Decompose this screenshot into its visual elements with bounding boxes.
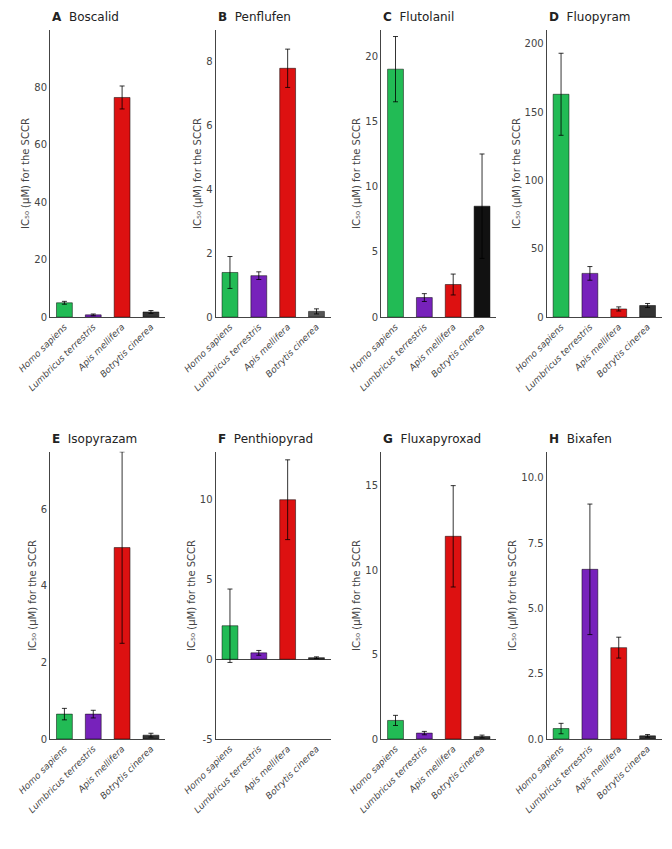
svg-text:Botrytis cinerea: Botrytis cinerea (595, 744, 652, 801)
svg-text:0: 0 (41, 734, 47, 745)
svg-text:Apis mellifera: Apis mellifera (241, 322, 292, 373)
svg-text:C Flutolanil: C Flutolanil (383, 10, 454, 24)
svg-text:2: 2 (41, 657, 47, 668)
svg-text:10: 10 (365, 181, 378, 192)
svg-text:50: 50 (531, 243, 544, 254)
svg-text:Lumbricus terrestris: Lumbricus terrestris (192, 322, 263, 393)
svg-text:8: 8 (206, 56, 212, 67)
svg-text:Apis mellifera: Apis mellifera (406, 744, 457, 795)
svg-text:2: 2 (206, 248, 212, 259)
svg-text:Apis mellifera: Apis mellifera (241, 744, 292, 795)
svg-text:Lumbricus terrestris: Lumbricus terrestris (523, 744, 594, 815)
svg-text:IC₅₀ (μM) for the SCCR: IC₅₀ (μM) for the SCCR (20, 118, 31, 229)
svg-text:5: 5 (206, 574, 212, 585)
svg-text:150: 150 (525, 107, 544, 118)
svg-text:Homo sapiens: Homo sapiens (513, 322, 565, 374)
svg-text:IC₅₀ (μM) for the SCCR: IC₅₀ (μM) for the SCCR (27, 540, 38, 651)
svg-text:10: 10 (200, 494, 213, 505)
svg-text:0: 0 (537, 312, 543, 323)
svg-text:5.0: 5.0 (528, 603, 544, 614)
svg-text:Homo sapiens: Homo sapiens (17, 744, 69, 796)
svg-text:200: 200 (525, 38, 544, 49)
svg-text:40: 40 (34, 197, 47, 208)
svg-text:IC₅₀ (μM) for the SCCR: IC₅₀ (μM) for the SCCR (351, 540, 362, 651)
svg-text:100: 100 (525, 175, 544, 186)
svg-text:Lumbricus terrestris: Lumbricus terrestris (27, 744, 98, 815)
svg-text:IC₅₀ (μM) for the SCCR: IC₅₀ (μM) for the SCCR (351, 118, 362, 229)
svg-text:G Fluxapyroxad: G Fluxapyroxad (383, 432, 481, 446)
svg-text:Homo sapiens: Homo sapiens (513, 744, 565, 796)
svg-text:5: 5 (372, 649, 378, 660)
svg-text:Botrytis cinerea: Botrytis cinerea (429, 744, 486, 801)
svg-text:20: 20 (34, 254, 47, 265)
svg-text:0: 0 (41, 312, 47, 323)
svg-text:IC₅₀ (μM) for the SCCR: IC₅₀ (μM) for the SCCR (186, 540, 197, 651)
svg-text:-5: -5 (203, 734, 213, 745)
svg-text:15: 15 (365, 480, 378, 491)
svg-text:D Fluopyram: D Fluopyram (549, 10, 630, 24)
svg-text:6: 6 (206, 120, 212, 131)
svg-text:IC₅₀ (μM) for the SCCR: IC₅₀ (μM) for the SCCR (507, 540, 518, 651)
svg-text:20: 20 (365, 51, 378, 62)
svg-text:4: 4 (41, 580, 47, 591)
svg-text:F Penthiopyrad: F Penthiopyrad (218, 432, 313, 446)
svg-text:Botrytis cinerea: Botrytis cinerea (264, 322, 321, 379)
svg-text:0.0: 0.0 (528, 734, 544, 745)
svg-text:Lumbricus terrestris: Lumbricus terrestris (523, 322, 594, 393)
svg-text:6: 6 (41, 504, 47, 515)
svg-text:Lumbricus terrestris: Lumbricus terrestris (192, 744, 263, 815)
svg-text:Botrytis cinerea: Botrytis cinerea (98, 322, 155, 379)
svg-text:IC₅₀ (μM) for the SCCR: IC₅₀ (μM) for the SCCR (511, 118, 522, 229)
svg-text:Botrytis cinerea: Botrytis cinerea (595, 322, 652, 379)
svg-text:Homo sapiens: Homo sapiens (182, 744, 234, 796)
svg-text:4: 4 (206, 184, 212, 195)
svg-text:H Bixafen: H Bixafen (549, 432, 612, 446)
svg-text:2.5: 2.5 (528, 668, 544, 679)
svg-text:0: 0 (372, 734, 378, 745)
svg-text:A Boscalid: A Boscalid (52, 10, 119, 24)
svg-text:Homo sapiens: Homo sapiens (182, 322, 234, 374)
svg-text:Apis mellifera: Apis mellifera (406, 322, 457, 373)
svg-text:Lumbricus terrestris: Lumbricus terrestris (358, 744, 429, 815)
svg-text:15: 15 (365, 116, 378, 127)
svg-text:0: 0 (206, 654, 212, 665)
svg-text:0: 0 (372, 312, 378, 323)
svg-text:Lumbricus terrestris: Lumbricus terrestris (358, 322, 429, 393)
svg-text:10.0: 10.0 (521, 472, 543, 483)
svg-text:Homo sapiens: Homo sapiens (17, 322, 69, 374)
svg-text:60: 60 (34, 139, 47, 150)
svg-text:5: 5 (372, 246, 378, 257)
svg-text:Homo sapiens: Homo sapiens (348, 744, 400, 796)
svg-text:0: 0 (206, 312, 212, 323)
svg-text:Botrytis cinerea: Botrytis cinerea (429, 322, 486, 379)
svg-text:Botrytis cinerea: Botrytis cinerea (264, 744, 321, 801)
svg-text:80: 80 (34, 82, 47, 93)
svg-text:Botrytis cinerea: Botrytis cinerea (98, 744, 155, 801)
svg-text:Apis mellifera: Apis mellifera (572, 744, 623, 795)
svg-text:Apis mellifera: Apis mellifera (75, 744, 126, 795)
svg-text:E Isopyrazam: E Isopyrazam (52, 432, 137, 446)
svg-text:Apis mellifera: Apis mellifera (572, 322, 623, 373)
svg-text:B Penflufen: B Penflufen (218, 10, 291, 24)
svg-text:10: 10 (365, 565, 378, 576)
svg-text:Apis mellifera: Apis mellifera (75, 322, 126, 373)
svg-text:7.5: 7.5 (528, 538, 544, 549)
svg-text:IC₅₀ (μM) for the SCCR: IC₅₀ (μM) for the SCCR (192, 118, 203, 229)
svg-text:Homo sapiens: Homo sapiens (348, 322, 400, 374)
svg-text:Lumbricus terrestris: Lumbricus terrestris (27, 322, 98, 393)
